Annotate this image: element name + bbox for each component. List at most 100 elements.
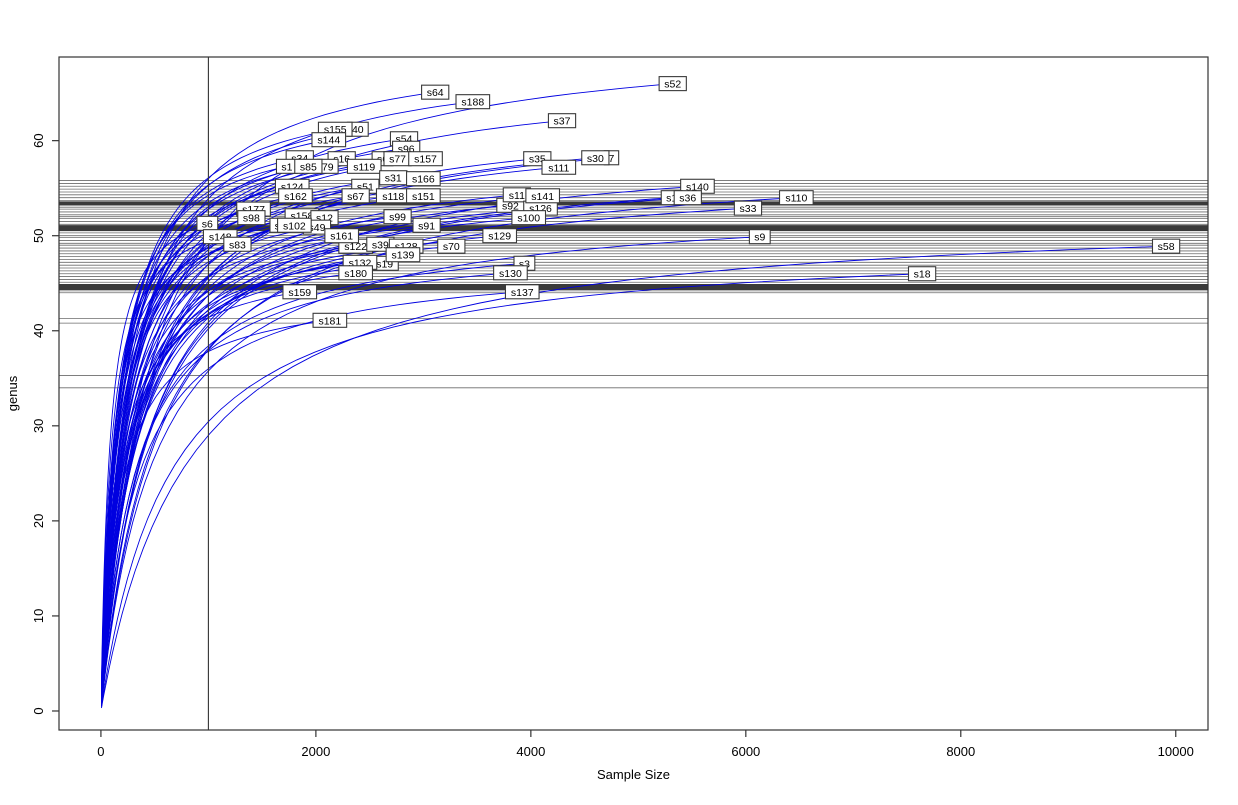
curve-label-s99: s99: [389, 212, 406, 224]
plot-border: [58, 56, 1209, 731]
curve-label-s49: s49: [308, 222, 325, 234]
curve-label-box-s70: [437, 238, 466, 254]
curve-s33: [101, 207, 749, 706]
curve-label-box-s130: [493, 265, 528, 281]
curve-label-box-s141: [525, 188, 561, 204]
curve-label-box-s129: [482, 228, 518, 244]
curve-s37: [101, 120, 563, 703]
curve-label-box-s188: [455, 94, 491, 110]
curve-label-box-s36: [673, 190, 702, 206]
curve-label-s1: s1: [666, 193, 677, 205]
curve-label-s110: s110: [785, 193, 807, 205]
y-tick-label: 30: [31, 419, 46, 433]
curve-label-s33: s33: [740, 203, 757, 215]
curve-label-s122: s122: [344, 241, 367, 253]
curve-label-s18: s18: [914, 269, 931, 281]
y-tick-label: 50: [31, 228, 46, 242]
curve-label-box-s159: [282, 284, 318, 300]
y-tick-label: 40: [31, 324, 46, 338]
curve-label-box-s181: [312, 312, 348, 328]
curve-label-s58: s58: [1158, 241, 1175, 253]
curve-label-s37: s37: [554, 116, 571, 128]
curve-label-s31: s31: [385, 173, 402, 185]
curve-label-box-s100: [511, 210, 547, 226]
curve-label-7: 7: [609, 153, 615, 165]
curve-s6: [101, 222, 208, 681]
curve-label-s30: s30: [587, 153, 604, 165]
curve-label-box-s166: [406, 171, 441, 187]
curve-label-box-s119: [346, 158, 382, 174]
curve-s9: [101, 236, 760, 707]
curve-label-box-s102: [277, 217, 312, 233]
x-tick-label: 2000: [301, 744, 330, 759]
curve-label-box-s18: [907, 266, 937, 282]
curve-label-s100: s100: [517, 213, 540, 225]
curve-label-s98: s98: [243, 213, 260, 225]
curve-label-box-s64: [421, 84, 450, 100]
curve-label-box-s83: [223, 236, 252, 252]
curve-label-s52: s52: [664, 79, 681, 91]
curve-label-s161: s161: [330, 231, 353, 243]
curve-label-40: 40: [352, 124, 364, 136]
curve-label-box-s139: [385, 247, 421, 263]
curve-label-79: 79: [322, 161, 334, 173]
curve-s51: [101, 185, 366, 698]
curve-label-s159: s159: [288, 287, 311, 299]
curve-label-s119: s119: [353, 161, 375, 173]
y-tick-label: 10: [31, 609, 46, 623]
curve-label-s188: s188: [461, 97, 484, 109]
curve-label-s137: s137: [511, 287, 534, 299]
curve-label-box-s67: [341, 188, 370, 204]
curve-label-s118: s118: [382, 191, 404, 203]
curve-label-s36: s36: [679, 193, 696, 205]
curve-label-s141: s141: [531, 191, 554, 203]
curve-s18: [101, 273, 923, 708]
x-tick-label: 6000: [731, 744, 760, 759]
curve-s130: [101, 272, 511, 704]
curve-s181: [101, 319, 330, 700]
curve-label-s144: s144: [317, 135, 340, 147]
curve-label-box-s58: [1151, 238, 1181, 254]
curve-s141: [101, 195, 543, 703]
curve-label-s11: s11: [509, 190, 525, 202]
curve-label-box-s162: [278, 188, 313, 204]
curve-s83: [101, 243, 238, 689]
curve-label-s6: s6: [377, 154, 388, 166]
y-tick-label: 0: [31, 707, 46, 714]
x-tick-label: 4000: [516, 744, 545, 759]
curve-label-box-s180: [338, 265, 374, 281]
curve-label-s181: s181: [318, 315, 341, 327]
curve-label-s39: s39: [372, 239, 389, 251]
curve-label-box-s30: [581, 150, 610, 166]
curve-label-s139: s139: [392, 250, 415, 262]
curve-label-box-s33: [733, 200, 763, 216]
curve-s70: [101, 245, 452, 702]
curve-label-s70: s70: [443, 241, 460, 253]
curve-label-s151: s151: [412, 191, 435, 203]
y-tick-label: 20: [31, 514, 46, 528]
x-tick-label: 0: [97, 744, 104, 759]
curve-label-s85: s85: [300, 161, 317, 173]
y-tick-label: 60: [31, 133, 46, 147]
curve-label-s102: s102: [283, 220, 306, 232]
curve-label-box-s144: [311, 132, 347, 148]
x-axis-title: Sample Size: [597, 767, 670, 782]
curve-label-s67: s67: [347, 191, 364, 203]
curve-label-box-s137: [504, 284, 540, 300]
curve-label-s64: s64: [427, 87, 444, 99]
curve-label-s3: s3: [519, 258, 530, 270]
curve-s91: [101, 224, 427, 701]
curve-label-box-s85: [294, 158, 323, 174]
curve-label-s9: s9: [754, 232, 765, 244]
curve-label-s77: s77: [389, 154, 406, 166]
curve-label-box-s98: [237, 210, 266, 226]
curve-label-s6: s6: [202, 218, 213, 230]
curve-label-box-s111: [541, 159, 577, 175]
curve-label-s180: s180: [344, 268, 367, 280]
curve-label-box-s110: [778, 190, 814, 206]
curve-s137: [101, 291, 523, 705]
curve-label-box-s9: [748, 229, 771, 245]
y-axis-title: genus: [5, 375, 20, 411]
curve-s159: [101, 291, 300, 697]
